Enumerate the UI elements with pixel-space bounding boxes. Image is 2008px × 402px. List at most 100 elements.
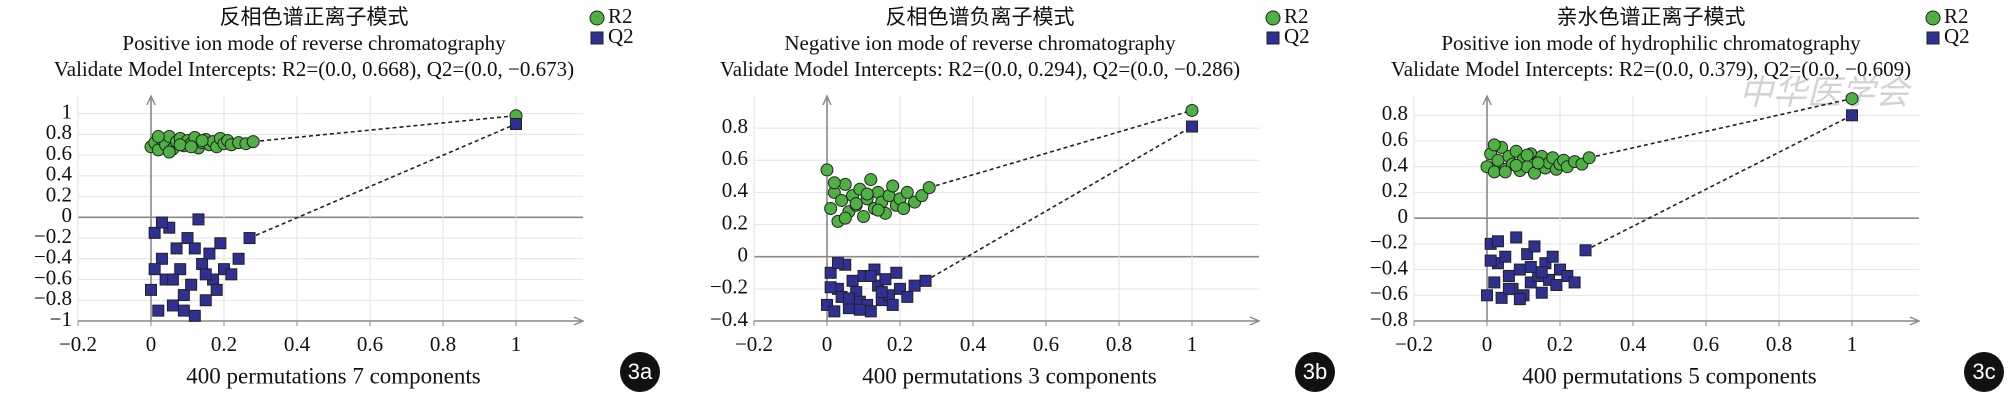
r2-point [1487,138,1501,152]
q2-point [1528,240,1541,253]
x-tick-label: 0.4 [284,332,311,356]
y-tick-label: 0.6 [46,141,72,165]
q2-point [243,232,256,245]
q2-point [1502,282,1515,295]
y-tick-label: 0.8 [722,114,748,138]
legend-label: R2 [1284,4,1309,28]
q2-point [166,273,179,286]
panel-badge [1295,352,1335,392]
intercepts-note: Validate Model Intercepts: R2=(0.0, 0.37… [1391,57,1911,81]
r2-point [824,202,838,215]
q2-point [1488,276,1501,289]
q2-point [510,117,522,130]
r2-point [838,211,852,225]
panel-badge [620,352,660,392]
r2-point [835,193,849,207]
panel-label: 3b [1303,359,1327,384]
y-tick-label: −0.4 [710,307,749,331]
q2-point [842,292,855,305]
x-tick-label: 0.6 [357,332,383,356]
y-tick-label: 0.4 [722,178,749,202]
x-tick-label: 1 [511,332,522,356]
r2-point [1487,165,1501,179]
q2-point [1510,231,1523,244]
legend-label: Q2 [608,24,634,48]
y-axis-arrow [146,94,156,106]
x-axis-label: 400 permutations 5 components [1522,363,1817,388]
q2-point [824,281,837,294]
x-tick-label: 0.8 [430,332,456,356]
x-tick-label: 1 [1847,332,1858,356]
q2-point [148,263,161,276]
y-tick-label: 0 [738,243,749,267]
q2-point [203,247,216,260]
r2-point [1582,151,1596,165]
r2-point [1185,103,1199,117]
y-tick-label: −0.2 [710,275,748,299]
x-tick-label: 0.8 [1766,332,1792,356]
q2-point [199,294,212,307]
y-tick-label: −0.6 [1370,281,1408,305]
r2-point [184,140,198,154]
regression-line [1589,97,1853,159]
chart-subtitle: Negative ion mode of reverse chromatogra… [784,31,1176,55]
q2-point [864,305,877,318]
r2-point [838,177,852,191]
r2-point [1845,92,1859,106]
y-tick-label: 1 [62,99,73,123]
x-tick-label: 0.6 [1693,332,1719,356]
y-tick-label: −0.6 [34,265,72,289]
x-axis-label: 400 permutations 7 components [186,363,481,388]
q2-point [908,279,921,292]
y-tick-label: 0.8 [46,120,72,144]
r2-point [897,202,911,215]
q2-point [166,299,179,312]
chart-subtitle: Positive ion mode of reverse chromatogra… [122,31,506,55]
panel-label: 3a [628,359,653,384]
y-tick-label: 0.6 [1382,127,1408,151]
q2-point [919,274,932,287]
r2-point [820,163,834,177]
q2-point [1499,250,1512,263]
y-tick-label: −0.2 [34,224,72,248]
chart-title: 反相色谱正离子模式 [220,5,409,29]
q2-point [886,298,899,311]
y-tick-label: 0.2 [46,182,72,206]
q2-point [1513,293,1526,306]
legend-label: Q2 [1944,24,1970,48]
x-tick-label: −0.2 [1395,332,1433,356]
regression-line [1585,114,1853,251]
r2-point [915,189,929,203]
q2-point [152,304,165,317]
q2-point [1550,279,1563,291]
legend-marker [590,31,604,45]
panel-label: 3c [1972,359,1995,384]
r2-point [849,197,863,211]
x-axis-arrow [573,316,585,326]
y-tick-label: −0.8 [1370,307,1408,331]
x-tick-label: 0.2 [211,332,237,356]
x-axis-arrow [1909,316,1921,326]
q2-point [214,237,227,250]
q2-point [846,274,859,287]
q2-point [1568,276,1581,289]
q2-point [1484,254,1497,267]
q2-point [145,283,157,296]
q2-point [1561,270,1574,282]
q2-point [188,242,201,255]
q2-point [155,252,168,265]
r2-point [173,138,187,152]
legend-marker [1926,31,1940,45]
y-tick-label: 0.6 [722,146,748,170]
q2-point [894,282,906,295]
r2-point [864,173,878,187]
q2-point [1513,263,1526,276]
q2-point [1524,276,1537,289]
q2-point [1524,261,1537,273]
chart-title: 亲水色谱正离子模式 [1557,5,1746,29]
q2-point [824,266,837,279]
x-tick-label: −0.2 [59,332,97,356]
